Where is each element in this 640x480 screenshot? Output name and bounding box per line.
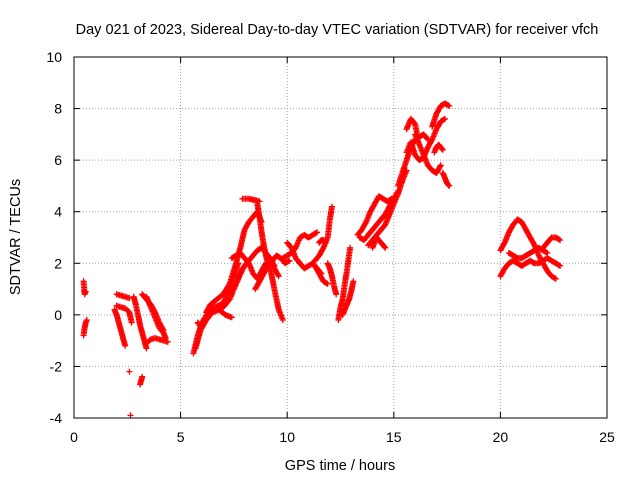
data-point: [543, 249, 550, 256]
data-point: [324, 280, 331, 287]
data-point: [428, 137, 435, 144]
data-point: [530, 240, 537, 247]
x-tick-label: 10: [279, 429, 295, 445]
data-point: [446, 103, 453, 109]
data-point: [437, 162, 444, 169]
x-tick-labels: 0 5 10 15 20 25: [70, 429, 615, 445]
y-axis-label: SDTVAR / TECUs: [8, 179, 24, 295]
data-point: [437, 163, 443, 170]
axis-ticks: [73, 56, 608, 419]
data-point: [556, 236, 562, 243]
plot-frame: [73, 56, 608, 419]
data-point: [439, 146, 446, 152]
data-point: [445, 102, 452, 109]
data-point: [225, 282, 232, 289]
data-point: [285, 258, 292, 265]
data-point: [442, 115, 448, 122]
data-point: [128, 319, 135, 326]
data-point: [321, 238, 328, 245]
y-tick-label: 0: [54, 307, 62, 323]
data-point: [424, 135, 431, 142]
data-point: [127, 412, 134, 419]
y-tick-label: 4: [54, 204, 62, 220]
x-axis-label: GPS time / hours: [285, 458, 395, 474]
data-point: [126, 368, 133, 375]
data-point: [350, 278, 357, 285]
y-tick-label: -2: [50, 358, 63, 374]
data-point: [439, 146, 446, 153]
data-point: [314, 229, 320, 236]
data-point: [122, 342, 129, 349]
grid-lines: [74, 57, 607, 418]
x-tick-label: 20: [493, 429, 509, 445]
data-point: [445, 182, 452, 189]
data-point: [446, 182, 453, 189]
chart-title: Day 021 of 2023, Sidereal Day-to-day VTE…: [76, 22, 599, 38]
y-tick-label: 2: [54, 255, 62, 271]
data-point: [279, 317, 286, 323]
data-point: [347, 244, 354, 251]
data-point: [552, 275, 559, 282]
data-point: [82, 288, 89, 295]
data-point: [143, 345, 150, 352]
y-tick-label: 10: [46, 49, 62, 65]
y-tick-labels: -4 -2 0 2 4 6 8 10: [46, 49, 62, 426]
y-tick-label: -4: [50, 410, 63, 426]
data-point: [275, 273, 282, 280]
data-point: [164, 338, 171, 345]
x-tick-label: 0: [70, 429, 78, 445]
data-point: [501, 240, 507, 247]
data-point: [381, 243, 388, 250]
y-tick-label: 8: [54, 101, 62, 117]
x-tick-label: 5: [177, 429, 185, 445]
data-point: [286, 257, 293, 264]
data-points: [80, 100, 564, 419]
data-point: [228, 314, 235, 321]
data-point: [83, 317, 90, 323]
y-tick-label: 6: [54, 152, 62, 168]
data-point: [139, 373, 146, 380]
data-point: [362, 220, 369, 227]
x-tick-label: 25: [599, 429, 615, 445]
data-point: [544, 250, 551, 256]
data-point: [329, 203, 335, 210]
data-point: [557, 237, 564, 244]
x-tick-label: 15: [386, 429, 402, 445]
data-point: [557, 262, 564, 269]
data-point: [556, 262, 562, 269]
data-point: [333, 291, 340, 298]
data-point: [551, 275, 558, 282]
data-point: [313, 230, 319, 236]
data-point: [275, 271, 281, 278]
data-point: [382, 244, 389, 251]
data-point: [322, 239, 329, 246]
data-point: [271, 262, 278, 269]
